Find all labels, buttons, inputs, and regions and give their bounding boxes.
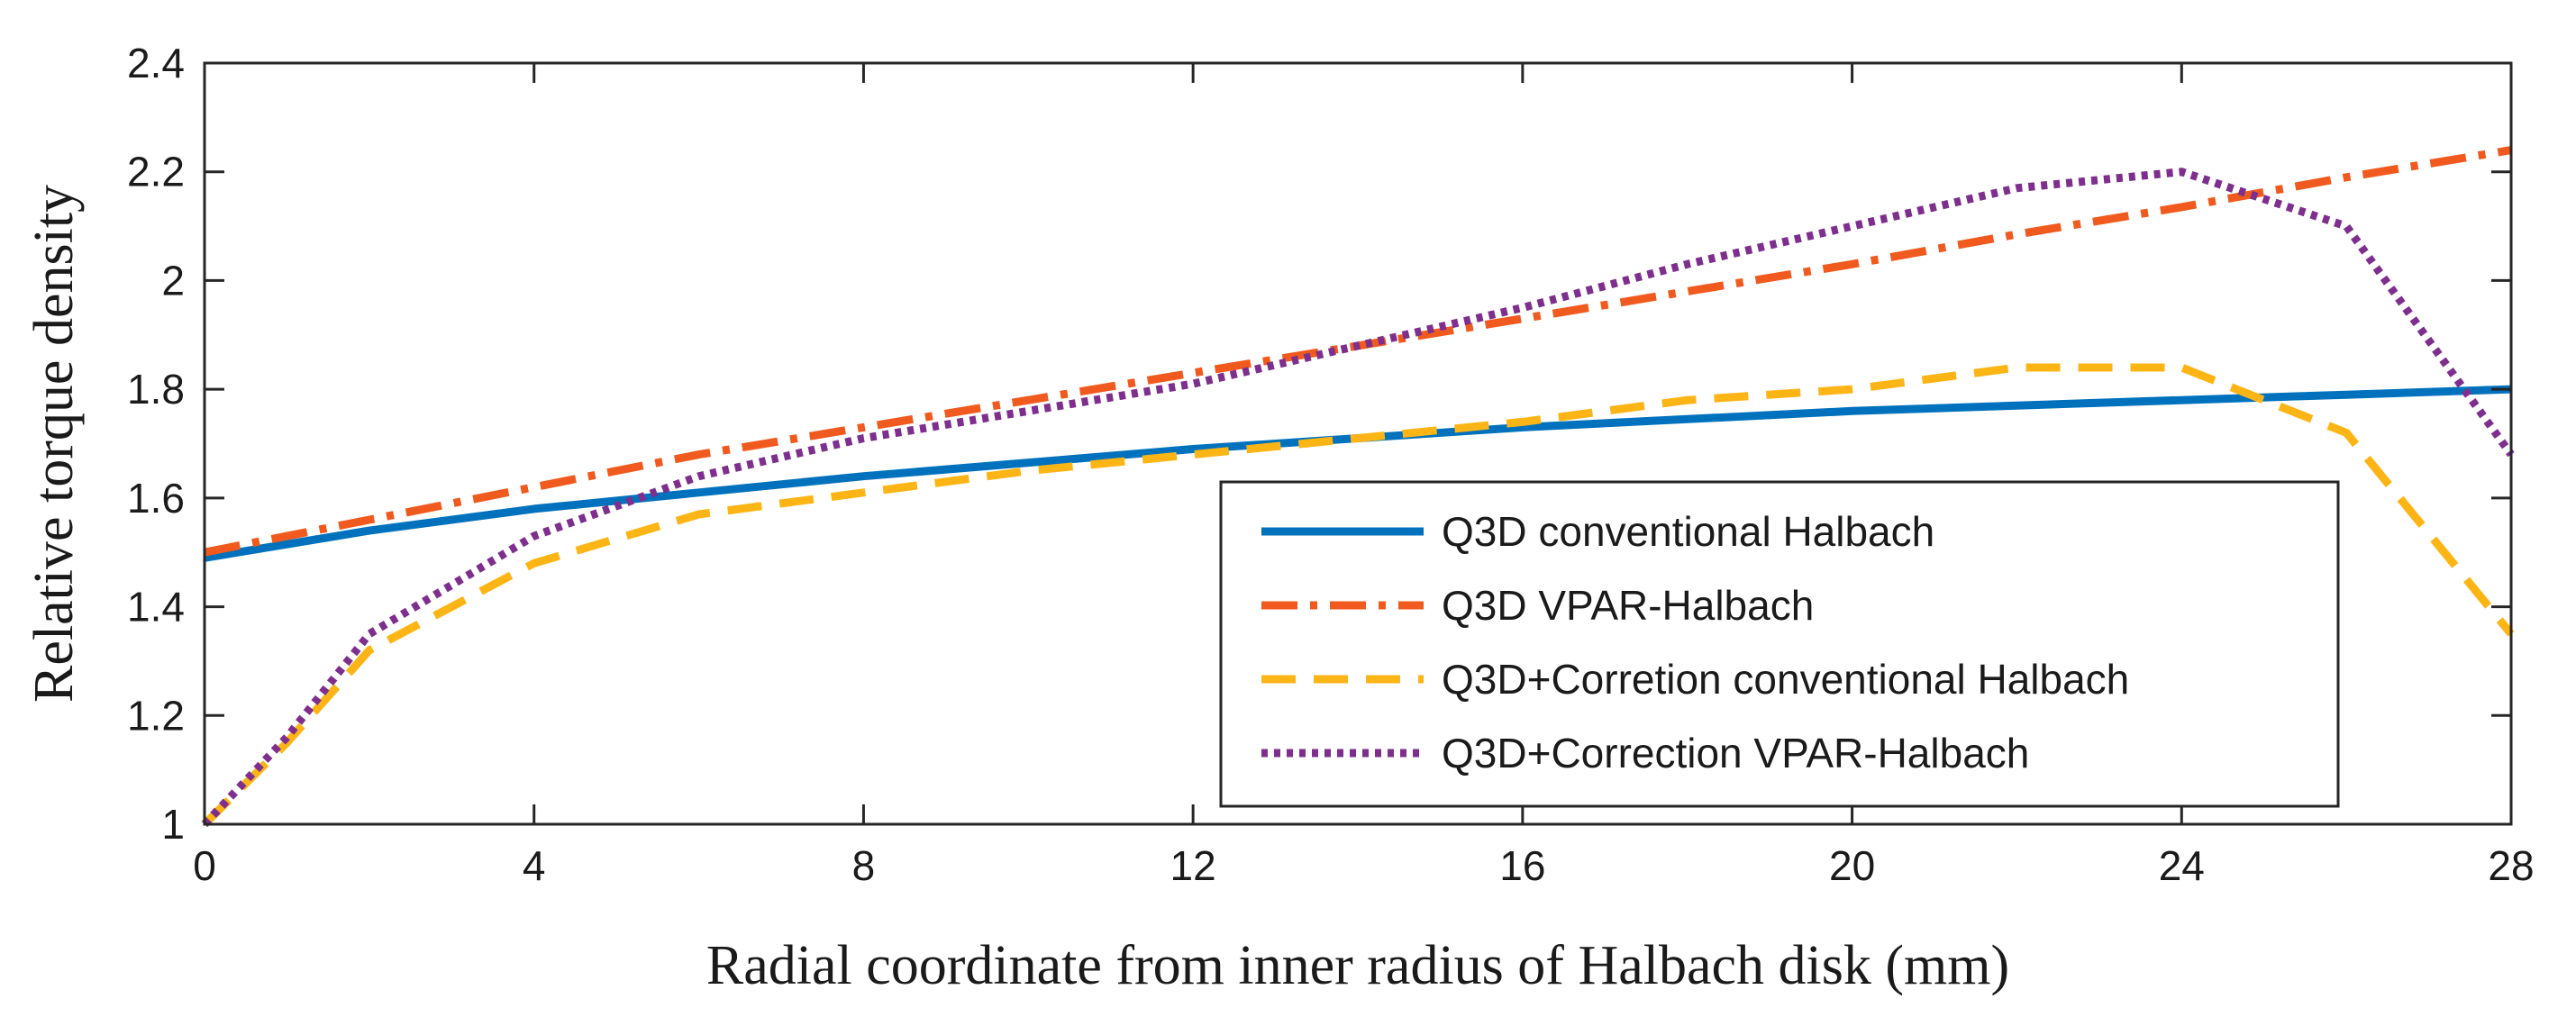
x-tick-label: 0 <box>193 842 216 889</box>
legend-label-2: Q3D VPAR-Halbach <box>1442 582 1814 629</box>
y-tick-label: 2.4 <box>127 40 185 86</box>
legend-label-3: Q3D+Corretion conventional Halbach <box>1442 656 2129 703</box>
x-tick-label: 8 <box>852 842 876 889</box>
axes: 0 4 8 12 16 20 24 28 1 1.2 1.4 1.6 1.8 2 2.2 2.4 <box>127 40 2535 889</box>
x-axis-title: Radial coordinate from inner radius of H… <box>706 935 2009 996</box>
x-tick-label: 16 <box>1499 842 1545 889</box>
legend-box <box>1219 480 2340 808</box>
x-tick-label: 12 <box>1170 842 1216 889</box>
y-tick-label: 1.8 <box>127 366 185 413</box>
y-axis-title: Relative torque density <box>23 185 85 703</box>
x-tick-label: 28 <box>2488 842 2534 889</box>
series-line-3 <box>201 363 2515 828</box>
y-tick-label: 2.2 <box>127 149 185 195</box>
legend-label-1: Q3D conventional Halbach <box>1442 508 1934 555</box>
y-tick-label: 1.2 <box>127 692 185 739</box>
y-tick-label: 1.6 <box>127 475 185 522</box>
legend: Q3D conventional Halbach Q3D VPAR-Halbach… <box>1219 480 2340 808</box>
legend-label-4: Q3D+Correction VPAR-Halbach <box>1442 730 2029 776</box>
x-tick-label: 4 <box>523 842 546 889</box>
axes-box <box>203 61 2513 826</box>
y-tick-label: 1 <box>161 801 185 848</box>
x-tick-label: 20 <box>1829 842 1875 889</box>
x-tick-label: 24 <box>2159 842 2205 889</box>
y-tick-label: 1.4 <box>127 584 185 631</box>
plot-area <box>201 146 2515 828</box>
y-tick-label: 2 <box>161 257 185 304</box>
